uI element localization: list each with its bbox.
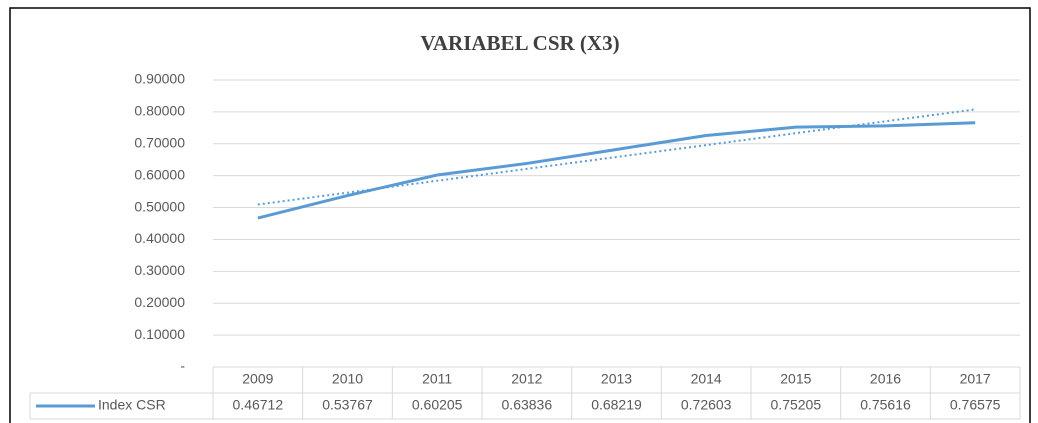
table-value: 0.76575 — [950, 397, 1001, 413]
x-tick-label: 2015 — [780, 371, 811, 387]
y-tick-label: 0.50000 — [134, 198, 185, 214]
x-tick-label: 2017 — [960, 371, 991, 387]
trendline — [257, 108, 976, 206]
y-tick-label: 0.70000 — [134, 134, 185, 150]
y-tick-label: 0.10000 — [134, 326, 185, 342]
x-tick-label: 2014 — [691, 371, 722, 387]
y-tick-label: 0.90000 — [134, 71, 185, 87]
table-value: 0.72603 — [681, 397, 732, 413]
table-value: 0.68219 — [591, 397, 642, 413]
table-value: 0.75616 — [860, 397, 911, 413]
x-tick-label: 2012 — [511, 371, 542, 387]
legend-label: Index CSR — [98, 397, 166, 413]
x-tick-label: 2010 — [332, 371, 363, 387]
table-value: 0.53767 — [322, 397, 373, 413]
y-tick-label: 0.60000 — [134, 166, 185, 182]
chart-title: VARIABEL CSR (X3) — [420, 31, 619, 55]
table-value: 0.46712 — [233, 397, 284, 413]
table-value: 0.60205 — [412, 397, 463, 413]
y-tick-label: - — [180, 358, 185, 374]
y-tick-label: 0.40000 — [134, 230, 185, 246]
x-tick-label: 2016 — [870, 371, 901, 387]
table-value: 0.75205 — [771, 397, 822, 413]
y-tick-label: 0.30000 — [134, 262, 185, 278]
x-tick-label: 2009 — [242, 371, 273, 387]
y-tick-label: 0.20000 — [134, 294, 185, 310]
y-tick-label: 0.80000 — [134, 103, 185, 119]
table-value: 0.63836 — [502, 397, 553, 413]
x-tick-label: 2011 — [422, 371, 452, 387]
x-tick-label: 2013 — [601, 371, 632, 387]
chart-border — [9, 7, 1031, 423]
